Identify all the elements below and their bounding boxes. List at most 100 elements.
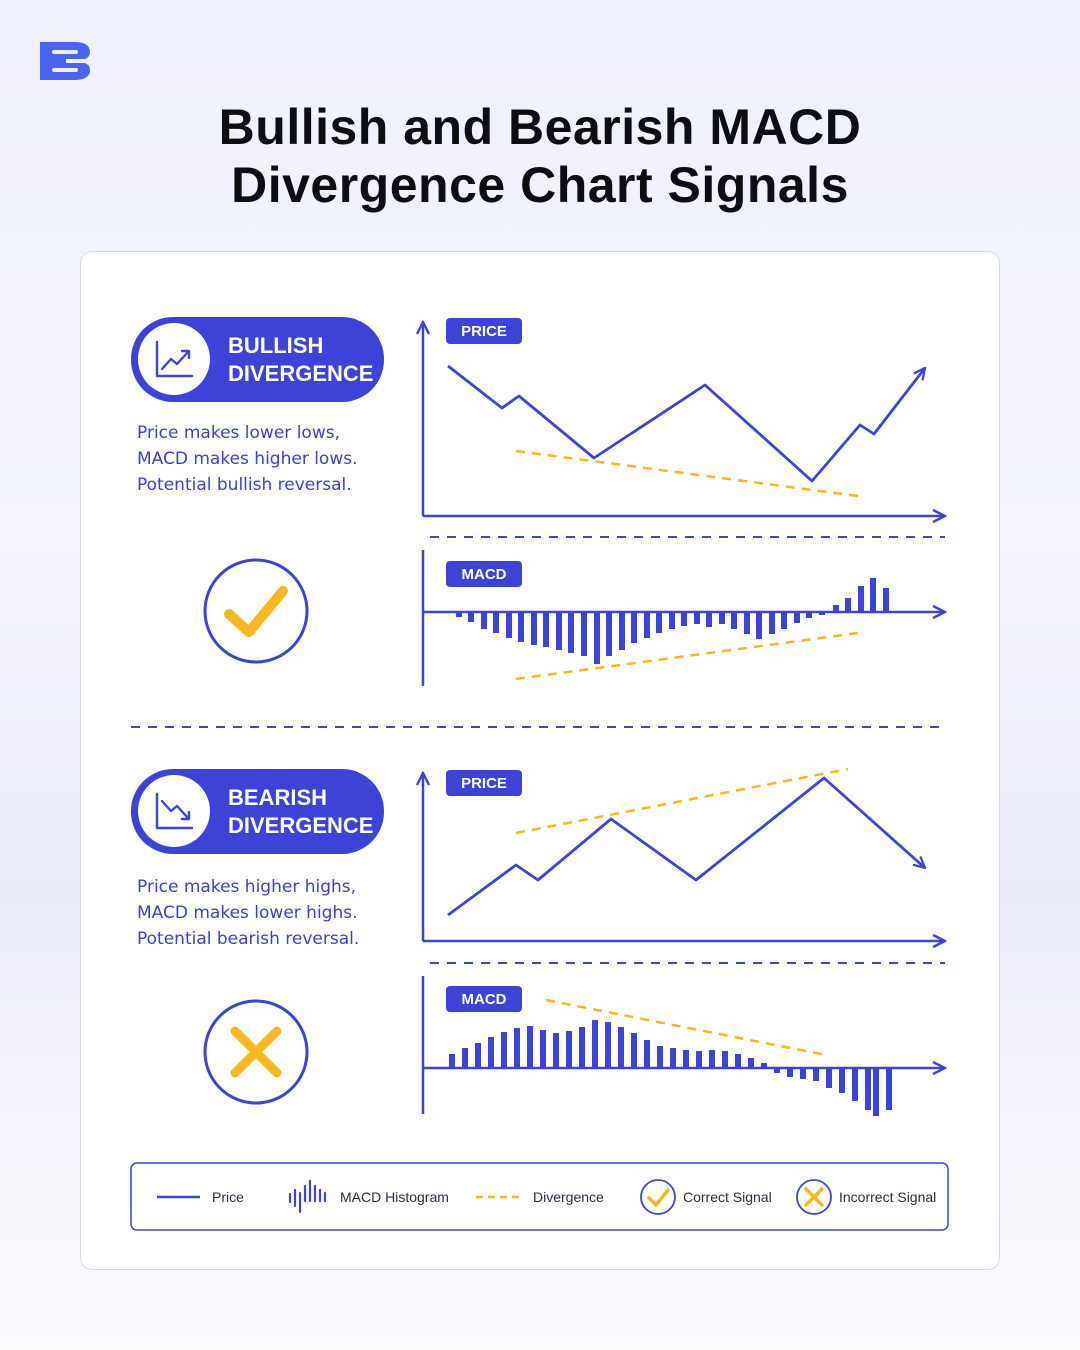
check-icon — [640, 1179, 676, 1215]
bearish-macd-chart: MACD — [421, 976, 945, 1116]
histogram-bar — [839, 1068, 845, 1093]
histogram-bar — [769, 612, 775, 634]
histogram-bar — [566, 1031, 572, 1068]
legend-price: Price — [157, 1189, 244, 1205]
histogram-bar — [819, 612, 825, 615]
histogram-bar — [475, 1043, 481, 1068]
legend-divergence: Divergence — [476, 1189, 604, 1205]
histogram-bar — [845, 598, 851, 612]
bearish-desc-line1: Price makes higher highs, — [137, 877, 356, 897]
histogram-bar — [462, 1048, 468, 1068]
histogram-bar — [781, 612, 787, 629]
histogram-bar — [644, 1040, 650, 1068]
histogram-bar — [581, 612, 587, 656]
bullish-section: BULLISH DIVERGENCE Price makes lower low… — [131, 317, 945, 686]
histogram-bar — [481, 612, 487, 629]
trend-up-chart-icon — [155, 340, 194, 378]
bullish-price-badge: PRICE — [461, 323, 507, 340]
bearish-desc-line3: Potential bearish reversal. — [137, 929, 359, 949]
legend-correct: Correct Signal — [640, 1179, 772, 1215]
bearish-price-divergence-line — [515, 767, 849, 835]
histogram-bar — [865, 1068, 871, 1110]
page-title: Bullish and Bearish MACD Divergence Char… — [0, 98, 1080, 214]
histogram-bar — [748, 1058, 754, 1068]
histogram-bar — [606, 612, 612, 656]
legend: Price MACD Histogram Divergence — [130, 1162, 949, 1231]
bearish-price-chart: PRICE — [423, 767, 945, 941]
histogram-bar — [794, 612, 800, 623]
bullish-desc-line3: Potential bullish reversal. — [137, 475, 352, 495]
histogram-bar — [774, 1068, 780, 1073]
histogram-bar — [618, 1027, 624, 1068]
histogram-bar — [719, 612, 725, 624]
histogram-bar — [826, 1068, 832, 1088]
histogram-bar — [518, 612, 524, 642]
histogram-bar — [873, 1068, 879, 1116]
histogram-bar — [761, 1063, 767, 1068]
page-title-line2: Divergence Chart Signals — [231, 157, 849, 213]
bearish-price-line — [447, 776, 925, 917]
histogram-bar — [657, 1046, 663, 1068]
bullish-title-line2: DIVERGENCE — [228, 361, 373, 386]
legend-histogram: MACD Histogram — [288, 1179, 449, 1214]
histogram-bar — [709, 1050, 715, 1068]
histogram-bar — [681, 612, 687, 626]
histogram-bar — [514, 1028, 520, 1068]
histogram-bar — [800, 1068, 806, 1079]
bullish-macd-divergence-line — [515, 631, 859, 681]
bullish-pill: BULLISH DIVERGENCE — [131, 317, 384, 402]
bearish-pill: BEARISH DIVERGENCE — [131, 769, 384, 854]
legend-histogram-label: MACD Histogram — [340, 1189, 449, 1205]
bullish-desc-line1: Price makes lower lows, — [137, 423, 340, 443]
histogram-bar — [556, 612, 562, 650]
histogram-bar — [631, 612, 637, 643]
bearish-section: BEARISH DIVERGENCE Price makes higher hi… — [131, 767, 945, 1116]
legend-price-label: Price — [212, 1189, 244, 1205]
legend-incorrect: Incorrect Signal — [796, 1179, 936, 1215]
bullish-title-line1: BULLISH — [228, 333, 323, 358]
bearish-description: Price makes higher highs, MACD makes low… — [137, 877, 359, 949]
bullish-macd-chart: MACD — [421, 550, 945, 686]
bullish-price-divergence-line — [515, 449, 859, 498]
histogram-bar — [813, 1068, 819, 1081]
histogram-bar — [735, 1054, 741, 1068]
histogram-bar — [619, 612, 625, 650]
bearish-macd-divergence-line — [545, 998, 827, 1057]
histogram-bar — [568, 612, 574, 653]
histogram-bar — [696, 1051, 702, 1068]
histogram-bar — [456, 612, 462, 617]
bullish-macd-badge: MACD — [462, 566, 507, 583]
histogram-bar — [852, 1068, 858, 1101]
histogram-bar — [579, 1027, 585, 1068]
histogram-bar — [501, 1032, 507, 1068]
histogram-bar — [694, 612, 700, 624]
histogram-bar — [756, 612, 762, 639]
histogram-bar — [543, 612, 549, 647]
histogram-bar — [669, 612, 675, 629]
histogram-bar — [449, 1054, 455, 1068]
histogram-bar — [468, 612, 474, 622]
histogram-bar — [631, 1033, 637, 1068]
histogram-bar — [531, 612, 537, 645]
histogram-bar — [527, 1026, 533, 1068]
histogram-bar — [883, 588, 889, 612]
bearish-signal-x-icon — [203, 999, 309, 1105]
bearish-macd-badge: MACD — [462, 991, 507, 1008]
histogram-bar — [488, 1037, 494, 1068]
histogram-bar — [886, 1068, 892, 1110]
histogram-bar — [670, 1048, 676, 1068]
histogram-bar — [553, 1033, 559, 1068]
histogram-bar — [722, 1051, 728, 1068]
brand-logo-icon — [40, 42, 90, 80]
histogram-bar — [833, 605, 839, 612]
histogram-bar — [806, 612, 812, 618]
histogram-bar — [493, 612, 499, 633]
histogram-bar — [506, 612, 512, 638]
x-icon — [796, 1179, 832, 1215]
bullish-price-chart: PRICE — [423, 318, 945, 516]
bullish-description: Price makes lower lows, MACD makes highe… — [137, 423, 358, 495]
histogram-bar — [644, 612, 650, 638]
bearish-macd-histogram — [449, 1020, 892, 1116]
bullish-signal-check-icon — [203, 558, 309, 664]
